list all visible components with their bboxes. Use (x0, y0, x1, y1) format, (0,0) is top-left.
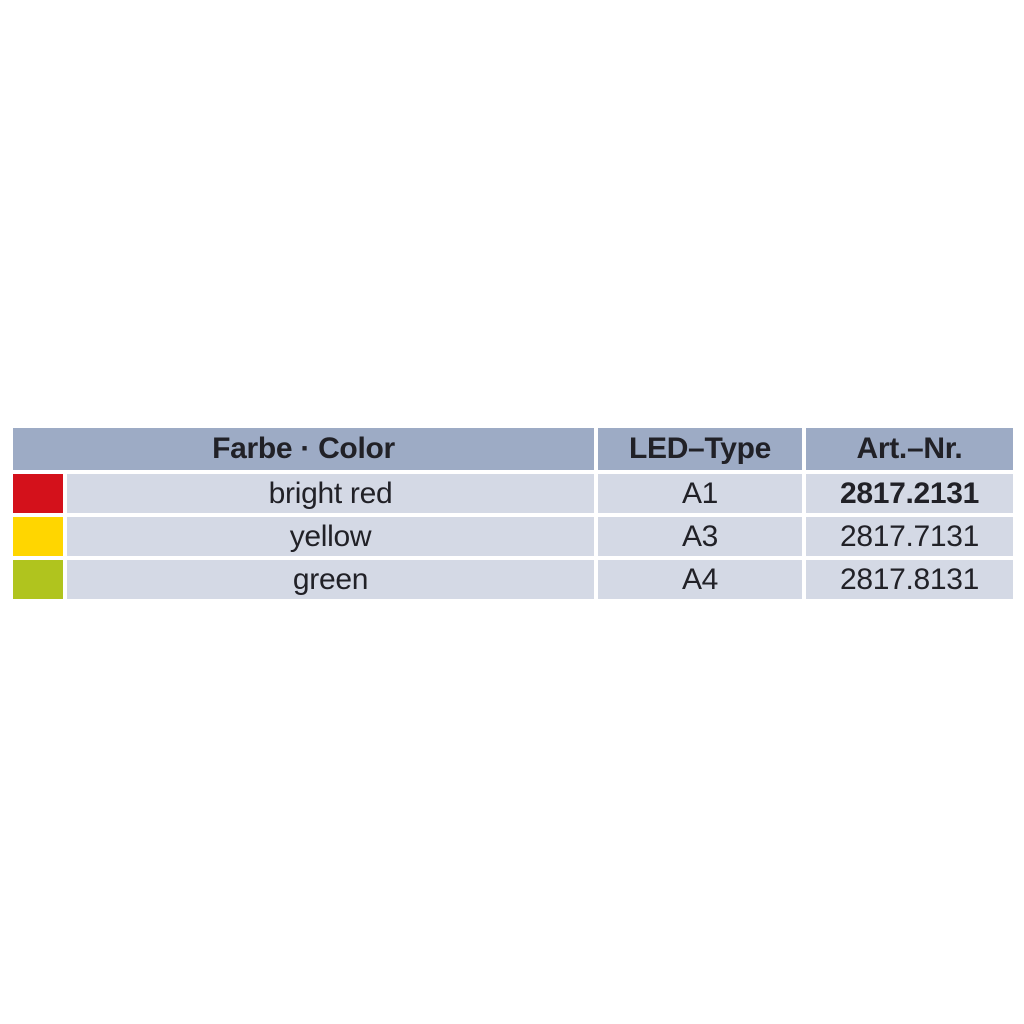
color-name-cell: yellow (67, 517, 594, 556)
header-cell-art-nr: Art.–Nr. (806, 428, 1013, 470)
color-swatch-green (13, 560, 63, 599)
header-cell-color: Farbe · Color (13, 428, 594, 470)
led-type-cell: A3 (598, 517, 802, 556)
art-nr-cell: 2817.8131 (806, 560, 1013, 599)
art-nr-cell: 2817.2131 (806, 474, 1013, 513)
header-cell-led-type: LED–Type (598, 428, 802, 470)
led-type-cell: A4 (598, 560, 802, 599)
color-options-table: Farbe · Color LED–Type Art.–Nr. bright r… (13, 428, 1013, 599)
color-swatch-bright-red (13, 474, 63, 513)
art-nr-cell: 2817.7131 (806, 517, 1013, 556)
led-type-cell: A1 (598, 474, 802, 513)
color-name-cell: green (67, 560, 594, 599)
color-name-cell: bright red (67, 474, 594, 513)
color-swatch-yellow (13, 517, 63, 556)
